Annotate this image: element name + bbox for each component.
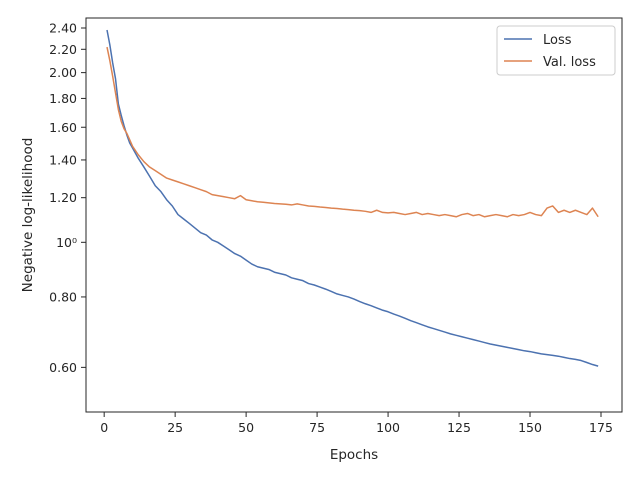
plot-frame [85, 17, 623, 413]
legend-label: Loss [543, 33, 572, 48]
x-tick-label: 150 [518, 420, 542, 435]
x-axis-label: Epochs [330, 447, 378, 463]
y-tick-label: 1.80 [49, 91, 77, 106]
legend-label: Val. loss [543, 55, 596, 70]
y-tick-label: 2.00 [49, 65, 77, 80]
y-axis: 0.60 0.80 10⁰ 1.20 1.40 1.60 1.80 2.00 2.20 2.40 [49, 20, 86, 375]
x-axis: 0 25 50 75 100 125 150 175 [100, 412, 613, 435]
y-tick-label: 2.20 [49, 42, 77, 57]
y-tick-label: 1.60 [49, 120, 77, 135]
x-tick-label: 75 [309, 420, 325, 435]
series-line-1 [106, 29, 599, 367]
x-tick-label: 100 [376, 420, 400, 435]
x-tick-label: 25 [167, 420, 183, 435]
legend: Loss Val. loss [496, 25, 616, 76]
y-tick-label: 2.40 [49, 20, 77, 35]
x-tick-label: 175 [589, 420, 613, 435]
x-tick-label: 0 [100, 420, 108, 435]
y-tick-label: 0.60 [49, 360, 77, 375]
y-tick-label: 10⁰ [56, 235, 77, 250]
y-tick-label: 0.80 [49, 289, 77, 304]
y-axis-label: Negative log-likelihood [20, 138, 36, 293]
y-tick-label: 1.40 [49, 152, 77, 167]
plot-area [106, 29, 599, 367]
series-line-2 [106, 46, 599, 218]
y-tick-label: 1.20 [49, 190, 77, 205]
x-tick-label: 125 [447, 420, 471, 435]
x-tick-label: 50 [238, 420, 254, 435]
